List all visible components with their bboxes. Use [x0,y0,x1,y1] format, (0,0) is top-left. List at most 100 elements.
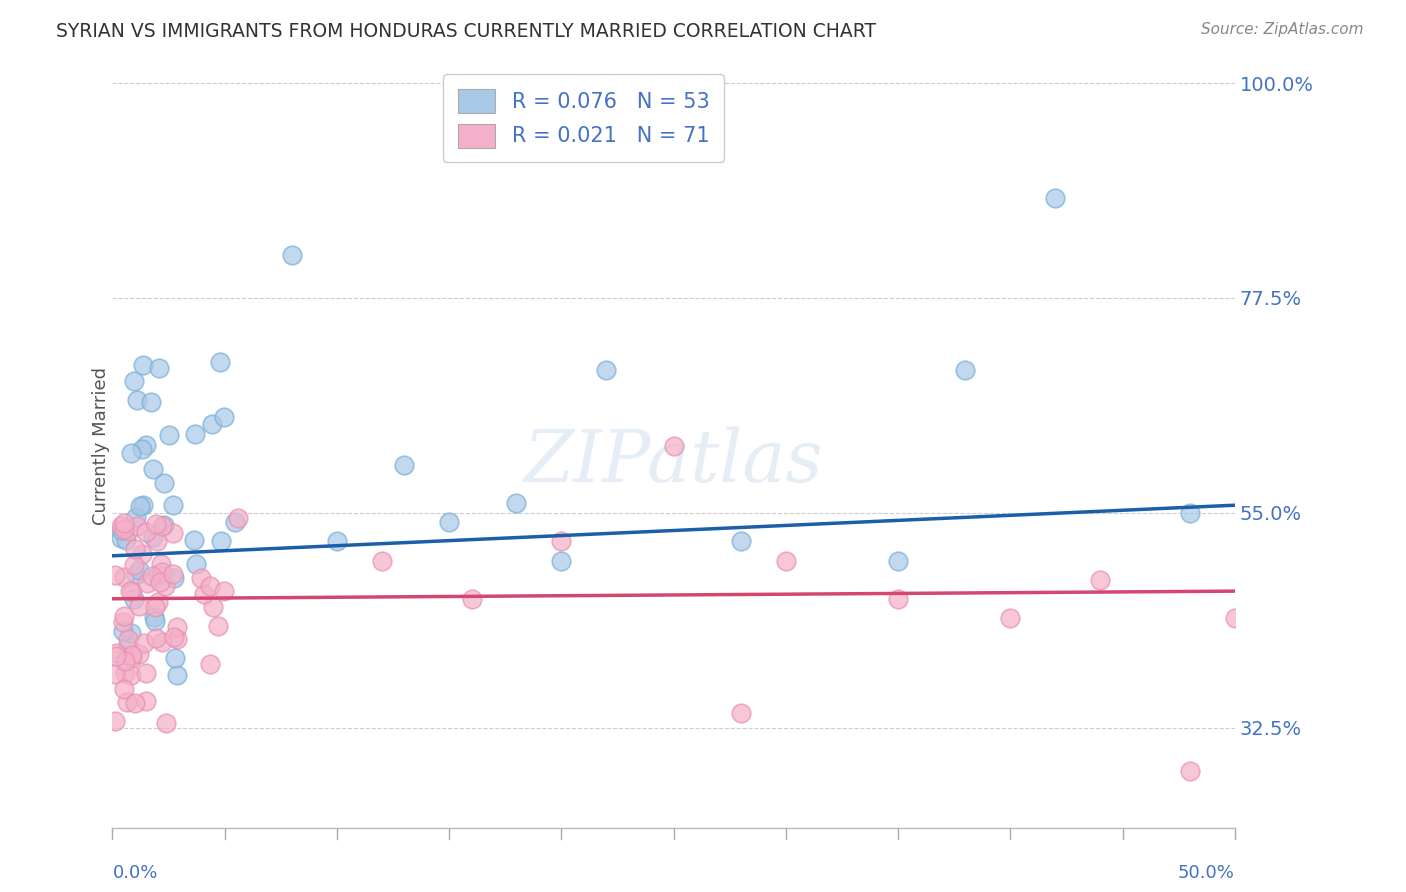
Point [166,620,188,634]
Point [143,599,166,614]
Point [207,619,229,633]
Point [198,579,221,593]
Point [128,599,150,614]
Point [150,519,173,533]
Point [730,534,752,549]
Point [131,442,153,457]
Point [163,571,186,585]
Point [135,665,157,680]
Point [122,558,145,572]
Point [150,565,173,579]
Point [730,706,752,721]
Point [505,496,527,510]
Point [165,651,187,665]
Point [139,395,162,409]
Point [201,417,224,431]
Point [186,557,208,571]
Point [198,657,221,671]
Point [128,563,150,577]
Point [124,542,146,557]
Point [131,548,153,562]
Point [135,694,157,708]
Point [135,438,157,452]
Point [955,362,977,376]
Point [115,695,138,709]
Point [135,575,157,590]
Point [121,650,143,665]
Point [1178,764,1201,778]
Point [162,498,184,512]
Point [212,584,235,599]
Point [149,575,172,590]
Point [226,510,249,524]
Point [112,570,135,584]
Point [111,624,134,638]
Point [394,458,416,472]
Point [371,553,394,567]
Point [117,524,139,538]
Point [122,591,145,606]
Point [162,526,184,541]
Point [550,553,572,567]
Point [155,715,177,730]
Point [148,361,170,376]
Point [887,591,910,606]
Point [437,516,460,530]
Point [114,666,136,681]
Point [212,409,235,424]
Point [141,569,163,583]
Point [124,696,146,710]
Point [145,631,167,645]
Point [184,427,207,442]
Point [117,638,139,652]
Point [142,462,165,476]
Point [112,609,135,624]
Point [166,632,188,647]
Point [1000,611,1022,625]
Point [662,439,685,453]
Point [163,630,186,644]
Point [127,519,149,533]
Point [128,499,150,513]
Point [104,714,127,728]
Point [112,682,135,697]
Text: 0.0%: 0.0% [112,863,157,881]
Point [1223,611,1246,625]
Point [104,648,127,663]
Point [110,523,132,537]
Point [114,654,136,668]
Point [150,635,173,649]
Y-axis label: Currently Married: Currently Married [93,367,110,525]
Text: ZIPatlas: ZIPatlas [524,426,824,497]
Point [209,534,232,549]
Point [1088,573,1111,587]
Point [146,568,169,582]
Point [120,668,142,682]
Text: 50.0%: 50.0% [1178,863,1234,881]
Point [224,515,246,529]
Point [595,362,617,376]
Point [1045,191,1067,205]
Point [153,517,176,532]
Point [208,355,231,369]
Point [142,530,165,544]
Point [105,646,128,660]
Point [153,475,176,490]
Point [183,533,205,548]
Text: SYRIAN VS IMMIGRANTS FROM HONDURAS CURRENTLY MARRIED CORRELATION CHART: SYRIAN VS IMMIGRANTS FROM HONDURAS CURRE… [56,22,876,41]
Point [132,358,155,372]
Point [145,534,167,549]
Point [550,534,572,549]
Point [112,522,135,536]
Point [121,648,143,663]
Point [115,533,138,548]
Point [1268,773,1291,788]
Point [132,635,155,649]
Point [118,584,141,599]
Point [117,632,139,647]
Point [190,571,212,585]
Point [104,666,127,681]
Point [281,248,304,262]
Point [120,446,142,460]
Point [145,615,167,629]
